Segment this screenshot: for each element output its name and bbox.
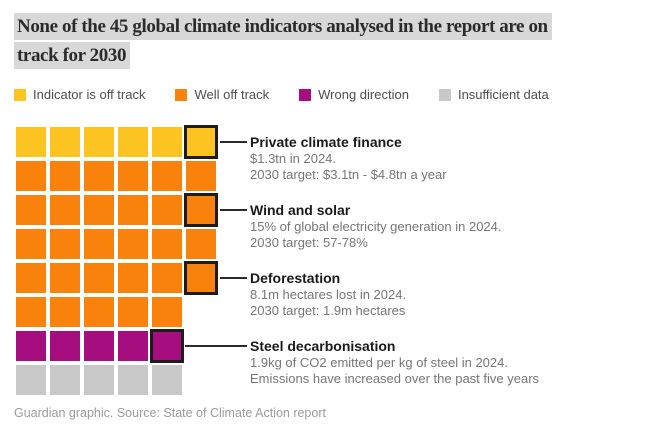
waffle-cell [186,229,216,259]
waffle-cell [152,229,182,259]
waffle-cell [50,263,80,293]
legend-item-off-track: Indicator is off track [14,87,145,102]
waffle-cell [16,127,46,157]
annotation-target: 2030 target: $3.1tn - $4.8tn a year [250,166,447,182]
waffle-cell [50,229,80,259]
annotation-detail: 1.9kg of CO2 emitted per kg of steel in … [250,355,508,370]
annotation-connector-steel-decarbonisation [185,345,247,347]
annotation-connector-private-climate-finance [220,141,247,143]
waffle-cell-highlighted [184,261,218,295]
waffle-cell [16,365,46,395]
waffle-cell [118,127,148,157]
annotation-title: Deforestation [250,270,341,286]
waffle-cell [118,195,148,225]
page-title: None of the 45 global climate indicators… [14,12,644,70]
waffle-cell [50,161,80,191]
waffle-cell [16,297,46,327]
waffle-cell [118,331,148,361]
waffle-cell [152,127,182,157]
legend-item-wrong-direction: Wrong direction [299,87,409,102]
legend-label: Well off track [194,87,270,102]
waffle-cell [118,263,148,293]
annotation-detail: 15% of global electricity generation in … [250,219,502,234]
waffle-cell [84,161,114,191]
annotation-connector-wind-and-solar [220,209,247,211]
waffle-cell-highlighted [150,329,184,363]
annotation-target: 2030 target: 1.9m hectares [250,302,406,318]
annotation-title: Steel decarbonisation [250,338,396,354]
waffle-cell [50,331,80,361]
legend-swatch-insufficient-data [438,88,451,101]
chart-legend: Indicator is off track Well off track Wr… [14,87,549,102]
waffle-cell [152,297,182,327]
legend-label: Insufficient data [457,87,549,102]
waffle-row [16,329,216,363]
waffle-cell [16,161,46,191]
waffle-cell-highlighted [184,125,218,159]
waffle-cell [84,127,114,157]
waffle-cell [84,195,114,225]
waffle-cell [118,229,148,259]
waffle-cell [50,297,80,327]
waffle-cell [84,297,114,327]
annotation-deforestation: Deforestation 8.1m hectares lost in 2024… [250,270,642,318]
waffle-cell [84,263,114,293]
legend-label: Indicator is off track [33,87,146,102]
waffle-cell [152,263,182,293]
legend-swatch-well-off-track [175,88,188,101]
waffle-cell [16,331,46,361]
waffle-row [16,229,216,259]
legend-item-insufficient-data: Insufficient data [438,87,549,102]
waffle-cell [118,365,148,395]
waffle-cell [152,365,182,395]
page-title-line-2: track for 2030 [14,42,131,69]
waffle-row [16,125,218,159]
annotation-private-climate-finance: Private climate finance $1.3tn in 2024. … [250,134,642,182]
annotation-wind-and-solar: Wind and solar 15% of global electricity… [250,202,642,250]
waffle-row [16,193,218,227]
annotation-title: Private climate finance [250,134,402,150]
legend-swatch-wrong-direction [299,88,312,101]
annotation-target: 2030 target: 57-78% [250,234,368,250]
source-credit: Guardian graphic. Source: State of Clima… [14,406,326,420]
page-title-line-1: None of the 45 global climate indicators… [14,13,552,40]
waffle-cell [152,161,182,191]
waffle-cell [84,365,114,395]
legend-label: Wrong direction [318,87,409,102]
waffle-grid [16,125,218,395]
annotation-title: Wind and solar [250,202,351,218]
waffle-cell [118,297,148,327]
waffle-cell [84,229,114,259]
waffle-row [16,297,216,327]
waffle-cell-highlighted [184,193,218,227]
annotation-target: Emissions have increased over the past f… [250,370,540,386]
annotation-steel-decarbonisation: Steel decarbonisation 1.9kg of CO2 emitt… [250,338,642,386]
annotation-detail: 8.1m hectares lost in 2024. [250,287,407,302]
waffle-cell [16,195,46,225]
waffle-cell [186,161,216,191]
waffle-cell [152,195,182,225]
waffle-cell [50,127,80,157]
annotation-connector-deforestation [220,277,247,279]
legend-swatch-off-track [14,88,26,101]
waffle-row [16,261,218,295]
waffle-cell [84,331,114,361]
waffle-row [16,161,216,191]
annotation-detail: $1.3tn in 2024. [250,151,337,166]
waffle-cell [16,229,46,259]
waffle-cell [118,161,148,191]
waffle-row [16,365,216,395]
waffle-cell [50,195,80,225]
legend-item-well-off-track: Well off track [175,87,269,102]
waffle-cell [50,365,80,395]
waffle-cell [16,263,46,293]
